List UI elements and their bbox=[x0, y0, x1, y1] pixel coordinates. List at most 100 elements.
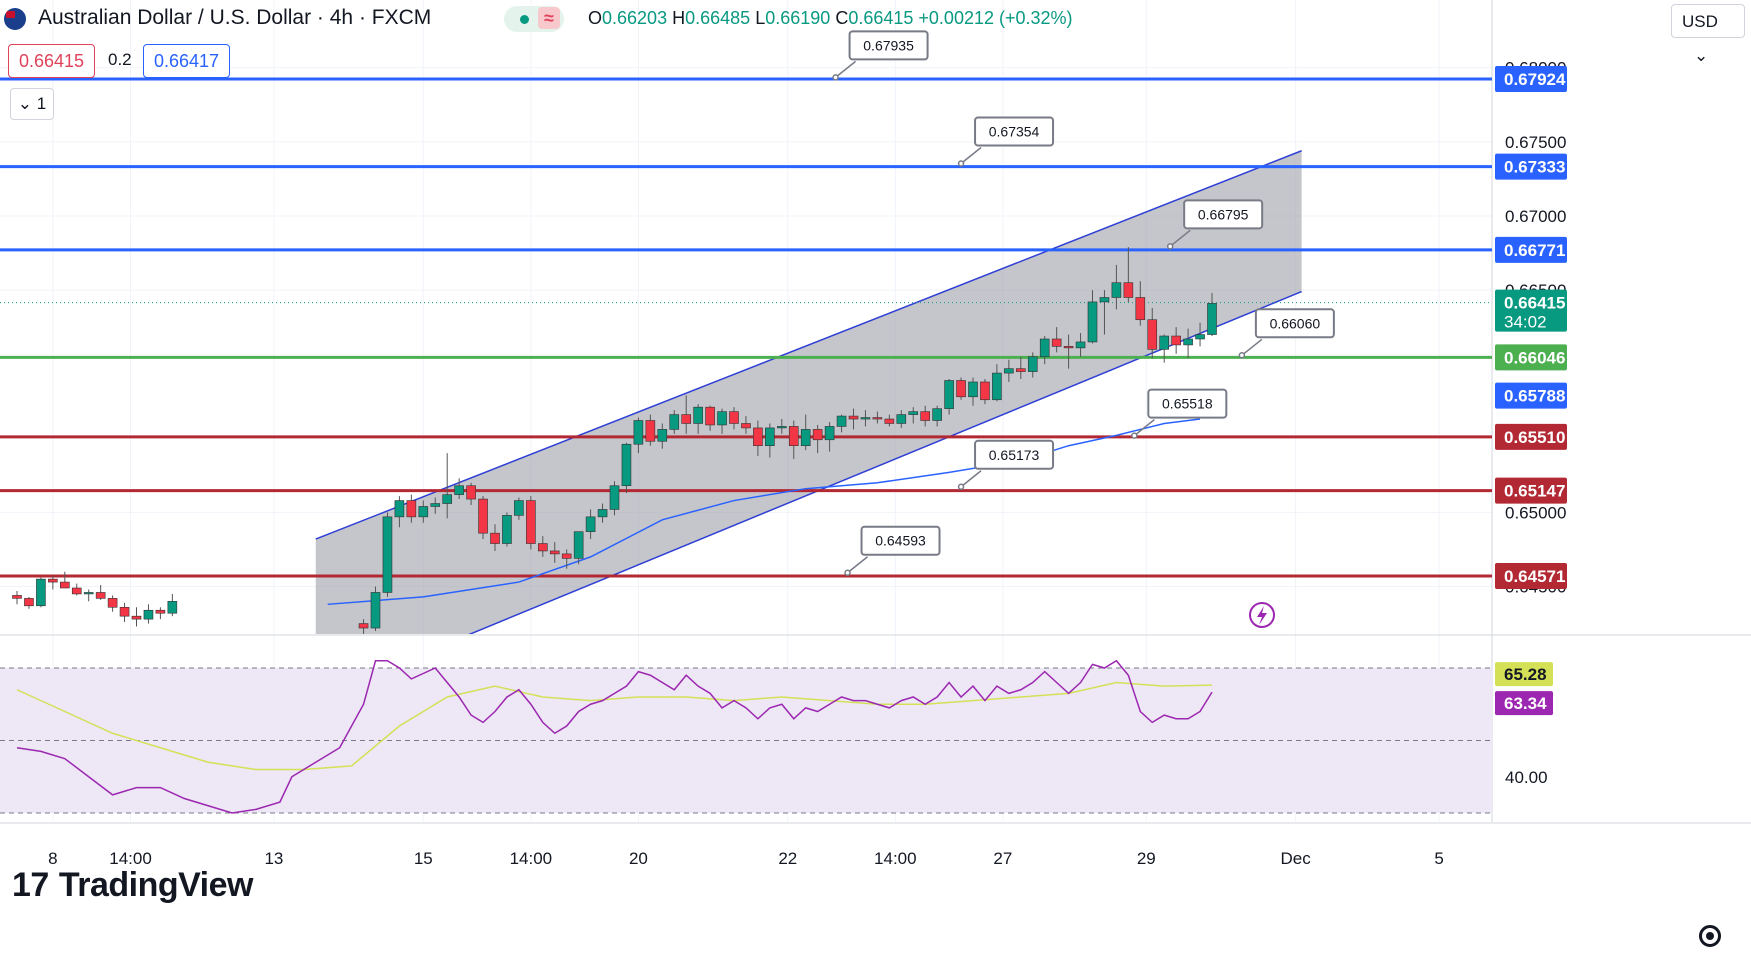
gear-icon[interactable] bbox=[1699, 925, 1721, 947]
candle-body bbox=[1004, 368, 1014, 374]
close-key: C bbox=[835, 8, 849, 28]
callout-pointer bbox=[1241, 338, 1263, 356]
callout-anchor bbox=[957, 160, 965, 167]
price-tag bbox=[1495, 382, 1567, 409]
open-key: O bbox=[588, 8, 603, 28]
candle-body bbox=[968, 381, 978, 398]
logo-text: TradingView bbox=[58, 866, 254, 904]
symbol-title[interactable]: Australian Dollar / U.S. Dollar · 4h · F… bbox=[38, 6, 432, 29]
time-tick-label: 14:00 bbox=[874, 849, 917, 868]
candle-body bbox=[1195, 334, 1205, 340]
rsi-pane[interactable] bbox=[0, 659, 1492, 814]
callout-anchor bbox=[1238, 352, 1246, 359]
price-tag bbox=[1495, 344, 1567, 371]
candle-body bbox=[705, 406, 715, 426]
candle-body bbox=[95, 592, 106, 599]
candle-body bbox=[549, 550, 560, 555]
candle-body bbox=[466, 485, 476, 500]
candle-body bbox=[83, 592, 94, 595]
chevron-down-icon: ⌄ bbox=[17, 94, 33, 113]
candle-body bbox=[956, 380, 966, 398]
rsi-tick-label: 40.00 bbox=[1505, 768, 1548, 787]
candle-body bbox=[454, 485, 464, 495]
candle-body bbox=[1123, 282, 1134, 298]
candle-body bbox=[1075, 341, 1086, 349]
market-status[interactable]: ≈ bbox=[504, 6, 564, 32]
candle-body bbox=[848, 415, 859, 420]
candle-body bbox=[765, 427, 775, 447]
candle-body bbox=[872, 417, 883, 420]
candle-body bbox=[478, 498, 488, 534]
callout-pointer bbox=[960, 146, 982, 165]
candle-body bbox=[418, 506, 429, 518]
candle-body bbox=[382, 516, 393, 593]
candle-body bbox=[573, 531, 584, 559]
callout-label: 0.66795 bbox=[1198, 206, 1249, 222]
price-tag-label: 0.65147 bbox=[1504, 482, 1565, 501]
price-tag-label: 0.64571 bbox=[1504, 567, 1565, 586]
low-value: 0.66190 bbox=[765, 8, 831, 28]
candle-body bbox=[59, 581, 70, 589]
candle-body bbox=[48, 578, 58, 583]
price-tag bbox=[1495, 477, 1567, 504]
candle-body bbox=[609, 485, 620, 510]
candle-body bbox=[537, 543, 548, 552]
callout-label: 0.67935 bbox=[863, 37, 914, 53]
callout-pointer bbox=[1133, 419, 1155, 437]
candle-body bbox=[490, 532, 500, 544]
callout-box bbox=[848, 30, 929, 61]
price-pane[interactable]: 0.67935 0.67354 0.66795 0.66060 0.65518 0.651… bbox=[0, 30, 1492, 697]
indicator-toggle[interactable]: ⌄ 1 bbox=[10, 88, 54, 120]
candle-body bbox=[1111, 282, 1122, 298]
candle-body bbox=[526, 500, 536, 544]
callout-label: 0.67354 bbox=[989, 123, 1040, 139]
currency-select[interactable]: USD ⌄ bbox=[1671, 4, 1745, 65]
price-tag-label: 0.67924 bbox=[1504, 70, 1566, 89]
price-tick-label: 0.65000 bbox=[1505, 503, 1566, 522]
time-tick-label: 22 bbox=[778, 849, 797, 868]
callout-label: 0.65173 bbox=[989, 447, 1040, 463]
buy-price-button[interactable]: 0.66417 bbox=[143, 44, 231, 78]
candle-body bbox=[621, 443, 632, 487]
callout-box bbox=[1254, 308, 1335, 339]
channel-lower-line bbox=[468, 290, 1302, 634]
candle-body bbox=[1207, 303, 1217, 335]
candle-body bbox=[1147, 319, 1158, 350]
candle-body bbox=[1027, 356, 1038, 372]
candle-body bbox=[24, 598, 34, 607]
rsi-line bbox=[16, 659, 1213, 814]
currency-label: USD bbox=[1682, 12, 1718, 31]
candle-body bbox=[107, 598, 118, 608]
callout-pointer bbox=[1169, 229, 1191, 247]
candle-body bbox=[896, 414, 907, 424]
price-tag-label: 0.65788 bbox=[1504, 387, 1565, 406]
candle-body bbox=[1087, 301, 1098, 343]
tradingview-mark-icon: 17 bbox=[12, 866, 49, 904]
price-tick-label: 0.67500 bbox=[1505, 133, 1566, 152]
callout-anchor bbox=[844, 569, 851, 576]
candle-body bbox=[358, 623, 369, 629]
moving-average-line bbox=[327, 418, 1201, 606]
low-key: L bbox=[755, 8, 766, 28]
candle-body bbox=[657, 429, 668, 442]
rsi-value-label: 63.34 bbox=[1504, 694, 1547, 713]
sell-price-button[interactable]: 0.66415 bbox=[8, 44, 96, 78]
wave-icon: ≈ bbox=[538, 7, 560, 29]
lightning-bolt bbox=[1257, 606, 1267, 625]
candle-body bbox=[561, 553, 572, 559]
candle-body bbox=[442, 494, 453, 504]
price-tag-label: 0.66415 bbox=[1504, 294, 1565, 313]
candle-body bbox=[729, 411, 739, 424]
callout-pointer bbox=[960, 470, 982, 488]
time-tick-label: 14:00 bbox=[510, 849, 553, 868]
candle-body bbox=[131, 615, 142, 620]
candle-body bbox=[884, 418, 895, 424]
candle-body bbox=[370, 592, 381, 629]
tradingview-logo: 17 TradingView bbox=[12, 866, 253, 905]
rsi-value-tag bbox=[1495, 662, 1553, 687]
time-tick-label: 8 bbox=[48, 849, 57, 868]
candle-body bbox=[717, 411, 727, 426]
candle-body bbox=[776, 426, 787, 429]
candle-body bbox=[908, 411, 919, 415]
